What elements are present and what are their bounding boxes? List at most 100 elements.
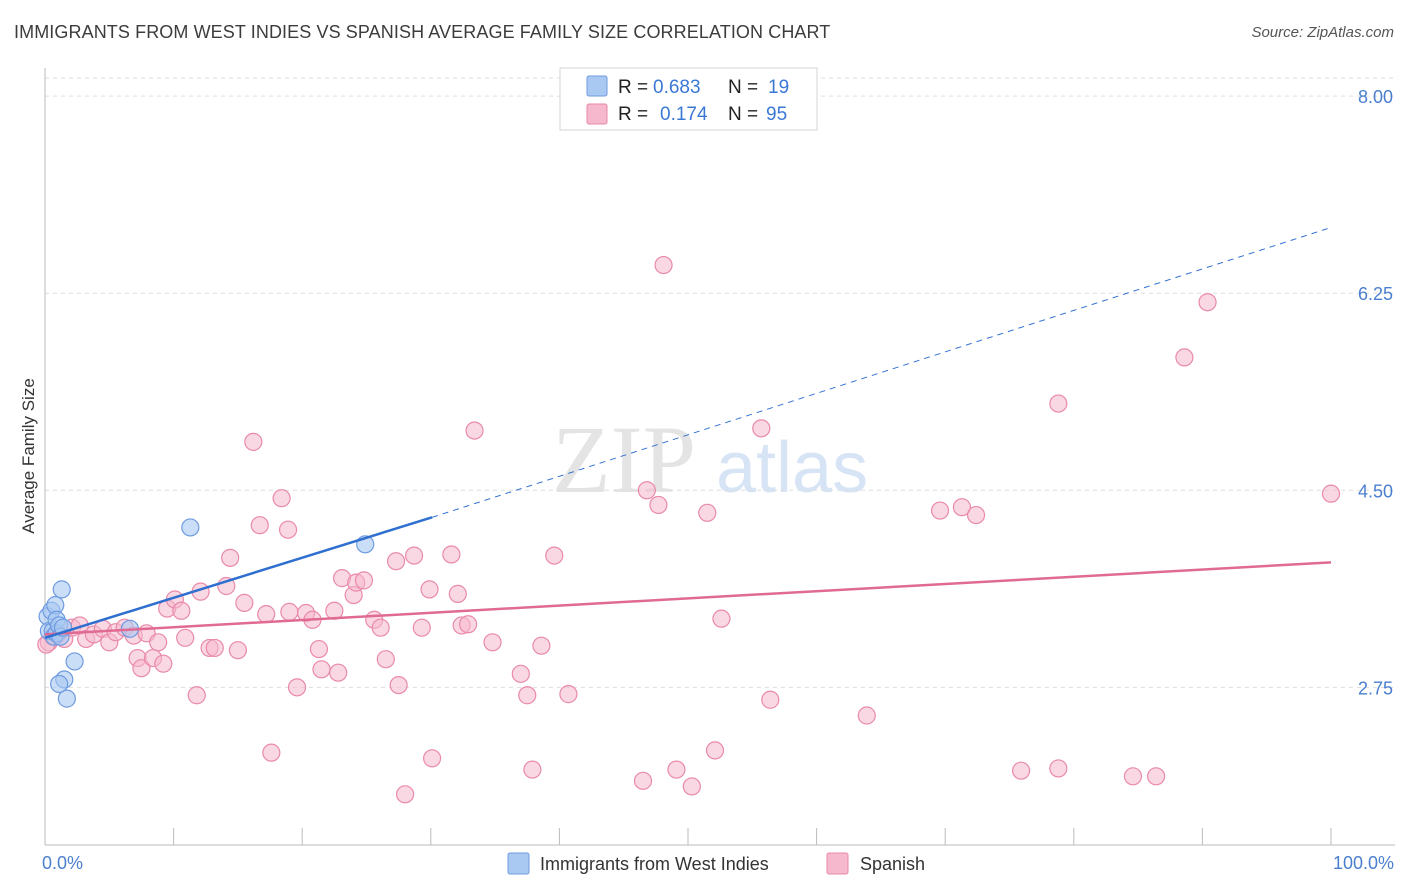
spanish-point [857,706,876,725]
spanish-point [637,481,656,500]
trend-lines [44,227,1332,639]
spanish-point [312,660,331,679]
watermark-atlas: atlas [716,428,868,508]
legend-n-value: 19 [768,77,789,98]
spanish-point [966,505,986,525]
spanish-point [1049,759,1068,778]
bottom-legend-label-spanish: Spanish [860,854,925,874]
x-axis-ticks [44,828,1332,845]
spanish-point [228,641,247,660]
spanish-point [1011,761,1031,780]
spanish-point [523,760,542,779]
spanish-point [329,663,348,682]
spanish-point [287,678,307,697]
spanish-point [172,601,191,620]
spanish-point [154,654,173,673]
spanish-point [1049,394,1068,413]
spanish-point [633,771,653,790]
spanish-point [235,593,254,612]
spanish-point [545,546,564,565]
spanish-point [712,609,731,628]
spanish-point [262,743,281,762]
spanish-point [376,650,395,669]
spanish-point [420,580,439,599]
west-indies-point [52,580,71,599]
west-indies-point [57,689,76,708]
spanish-point [1147,767,1166,786]
spanish-point [1175,348,1194,367]
bottom-legend-swatch-pink [826,852,849,875]
spanish-point [483,633,502,652]
spanish-trend-line [44,561,1332,636]
bottom-legend: Immigrants from West Indies Spanish [507,852,925,875]
watermark-zip: ZIP [552,406,696,513]
y-tick-label: 4.50 [1358,481,1393,501]
west-indies-points [38,518,375,708]
spanish-point [132,659,151,678]
legend-r-value: 0.174 [660,104,708,125]
axes [44,68,1395,846]
legend-r-label: R = [618,77,648,98]
spanish-point [278,520,298,539]
spanish-point [705,741,725,760]
y-axis-label: Average Family Size [19,378,38,534]
y-tick-label: 2.75 [1358,678,1393,698]
spanish-point [682,777,701,796]
spanish-point [442,545,461,564]
spanish-point [371,618,390,637]
spanish-point [752,419,771,438]
spanish-point [272,489,291,508]
spanish-point [654,255,673,275]
spanish-point [412,618,431,637]
west-indies-trend-line [44,516,433,639]
spanish-point [221,548,240,567]
spanish-point [257,605,276,624]
source-label: Source: ZipAtlas.com [1251,24,1394,41]
spanish-point [448,584,467,603]
spanish-points [37,255,1341,804]
spanish-point [250,516,269,535]
chart-title: IMMIGRANTS FROM WEST INDIES VS SPANISH A… [14,22,831,42]
legend-n-value: 95 [766,104,787,125]
spanish-point [518,686,537,705]
west-indies-point [181,518,200,537]
spanish-point [187,686,206,705]
legend-swatch-pink [586,103,608,125]
y-tick-label: 8.00 [1358,87,1393,107]
spanish-point [280,602,299,622]
bottom-legend-label-west-indies: Immigrants from West Indies [540,854,769,874]
spanish-point [698,503,717,522]
spanish-point [395,785,415,804]
spanish-point [389,675,408,695]
spanish-point [667,760,686,779]
top-legend: R = 0.683 N = 19 R = 0.174 N = 95 [559,67,818,131]
spanish-point [422,749,442,768]
legend-n-label: N = [728,104,758,125]
legend-r-label: R = [618,104,648,125]
y-tick-labels: 2.75 4.50 6.25 8.00 [1358,87,1393,698]
y-tick-label: 6.25 [1358,284,1393,304]
spanish-point [930,501,950,520]
spanish-point [244,432,263,451]
spanish-point [458,615,478,634]
spanish-point [1123,767,1143,786]
legend-r-value: 0.683 [653,77,701,98]
x-tick-label-left: 0.0% [42,853,83,873]
spanish-point [465,421,484,440]
spanish-point [404,546,424,565]
spanish-point [309,639,329,659]
spanish-point [1321,484,1341,503]
spanish-point [952,498,972,517]
legend-n-label: N = [728,77,758,98]
spanish-point [354,571,374,590]
spanish-point [205,638,224,658]
spanish-point [559,685,578,704]
spanish-point [176,628,195,647]
spanish-point [511,664,530,683]
spanish-point [1198,293,1217,312]
west-indies-point [50,674,69,694]
spanish-point [649,495,668,515]
legend-swatch-blue [586,75,608,97]
spanish-point [386,552,406,571]
